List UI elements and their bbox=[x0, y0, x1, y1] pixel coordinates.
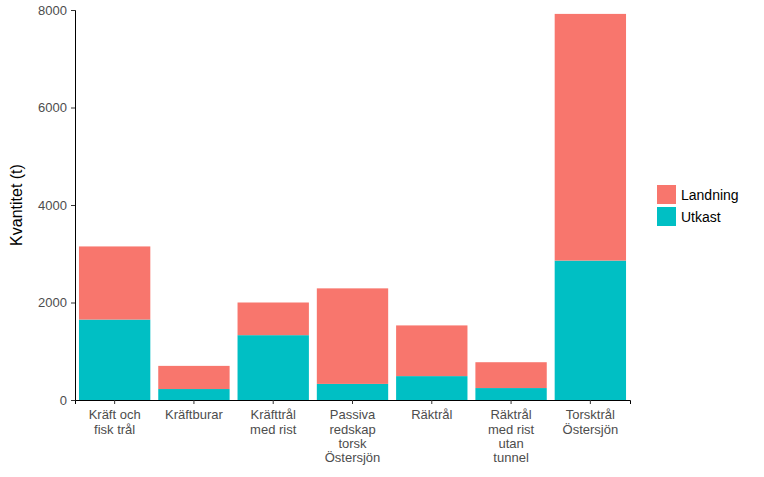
x-tick: Räktrål bbox=[411, 400, 452, 422]
x-tick-mark bbox=[273, 400, 274, 404]
x-tick-mark bbox=[511, 400, 512, 404]
bar-segment bbox=[555, 261, 626, 400]
legend-label: Landning bbox=[681, 187, 739, 203]
bar-segment bbox=[238, 335, 309, 400]
legend-swatch bbox=[657, 185, 676, 204]
legend-item: Utkast bbox=[657, 207, 721, 226]
bar-segment bbox=[158, 366, 229, 389]
x-tick-label: Räktrål bbox=[411, 407, 452, 422]
y-axis-title: Kvantitet (t) bbox=[8, 164, 25, 246]
y-tick: 4000 bbox=[38, 198, 75, 213]
y-tick-label: 2000 bbox=[38, 295, 67, 310]
x-tick-mark bbox=[431, 400, 432, 404]
legend: Landning Utkast bbox=[657, 185, 739, 226]
legend-label: Utkast bbox=[681, 209, 721, 225]
bar-segment bbox=[396, 376, 467, 400]
x-tick-mark bbox=[114, 400, 115, 404]
y-tick-label: 8000 bbox=[38, 3, 67, 18]
bar-segment bbox=[317, 288, 388, 384]
x-tick-label: Kräftburar bbox=[165, 407, 223, 422]
legend-item: Landning bbox=[657, 185, 739, 204]
x-tick-label: Kräft ochfisk trål bbox=[89, 407, 141, 436]
y-tick-label: 0 bbox=[60, 393, 67, 408]
x-tick-mark bbox=[590, 400, 591, 404]
bar-segment bbox=[475, 362, 546, 388]
x-tick: PassivaredskaptorskÖstersjön bbox=[325, 400, 381, 465]
y-tick: 2000 bbox=[38, 295, 75, 310]
bar-segment bbox=[396, 325, 467, 376]
x-tick: Kräfttrålmed rist bbox=[250, 400, 297, 437]
x-tick-label: Räktrålmed ristutantunnel bbox=[488, 407, 535, 465]
x-axis-line bbox=[76, 401, 631, 405]
y-tick: 0 bbox=[60, 393, 75, 408]
y-tick-mark bbox=[71, 400, 75, 401]
bar-segment bbox=[158, 389, 229, 400]
x-tick: Kräft ochfisk trål bbox=[89, 400, 141, 437]
x-tick-mark bbox=[193, 400, 194, 404]
x-tick: TorsktrålÖstersjön bbox=[563, 400, 619, 437]
bars bbox=[79, 14, 626, 400]
y-axis: 0 2000 4000 6000 8000 bbox=[38, 3, 75, 408]
y-axis-line bbox=[71, 11, 76, 401]
y-tick: 6000 bbox=[38, 100, 75, 115]
y-tick-label: 6000 bbox=[38, 100, 67, 115]
y-tick: 8000 bbox=[38, 3, 75, 18]
bar-segment bbox=[79, 320, 150, 400]
x-tick-mark bbox=[352, 400, 353, 404]
bar-segment bbox=[555, 14, 626, 261]
x-axis: Kräft ochfisk trål Kräftburar Kräfttrålmed… bbox=[76, 400, 631, 465]
bar-segment bbox=[317, 384, 388, 400]
bar-segment bbox=[79, 246, 150, 319]
y-tick-mark bbox=[71, 108, 75, 109]
x-tick-label: TorsktrålÖstersjön bbox=[563, 407, 619, 436]
y-tick-mark bbox=[71, 303, 75, 304]
x-tick: Kräftburar bbox=[165, 400, 223, 422]
y-tick-mark bbox=[71, 205, 75, 206]
x-tick: Räktrålmed ristutantunnel bbox=[488, 400, 535, 465]
y-tick-mark bbox=[71, 10, 75, 11]
legend-swatch bbox=[657, 207, 676, 226]
y-tick-label: 4000 bbox=[38, 198, 67, 213]
x-tick-label: PassivaredskaptorskÖstersjön bbox=[325, 407, 381, 465]
x-tick-label: Kräfttrålmed rist bbox=[250, 407, 297, 436]
bar-segment bbox=[475, 388, 546, 400]
bar-segment bbox=[238, 303, 309, 336]
